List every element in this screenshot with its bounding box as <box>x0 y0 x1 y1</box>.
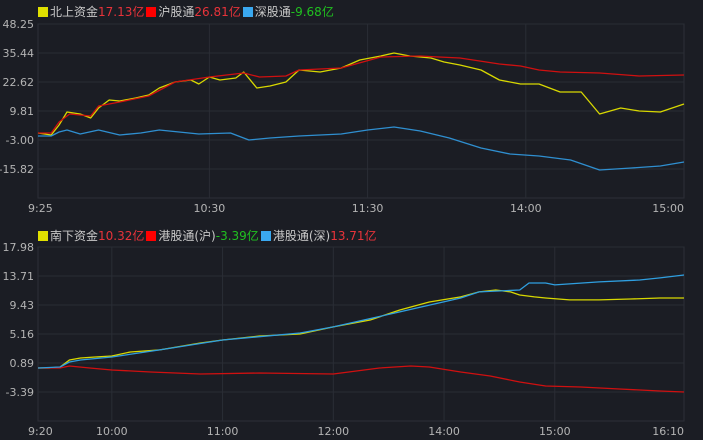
legend-series-name: 沪股通 <box>158 5 195 19</box>
legend-swatch <box>242 6 253 17</box>
legend-series-name: 南下资金 <box>50 229 99 243</box>
legend-swatch <box>260 230 271 241</box>
legend-series-value: 13.71亿 <box>330 229 377 243</box>
series-line <box>38 126 685 171</box>
x-tick-label: 10:00 <box>96 425 128 438</box>
legend-series-name: 深股通 <box>254 5 291 19</box>
y-tick-label: 35.44 <box>3 47 35 60</box>
x-tick-label: 9:20 <box>28 425 53 438</box>
y-tick-label: -3.39 <box>6 386 34 399</box>
legend-swatch <box>38 230 48 241</box>
legend-series-value: -3.39亿 <box>215 229 259 243</box>
y-tick-label: 17.98 <box>3 241 35 254</box>
x-tick-label: 11:30 <box>352 202 384 215</box>
legend-series-value: 17.13亿 <box>98 5 145 19</box>
y-tick-label: 9.43 <box>10 299 35 312</box>
legend-swatch <box>146 6 157 17</box>
y-tick-label: 48.25 <box>3 18 35 31</box>
legend-item: 深股通 -9.68亿 <box>242 3 334 20</box>
legend-item: 南下资金 10.32亿 <box>38 227 144 244</box>
x-tick-label: 16:10 <box>652 425 684 438</box>
x-tick-label: 14:00 <box>428 425 460 438</box>
legend-series-value: 26.81亿 <box>194 5 241 19</box>
x-tick-label: 11:00 <box>207 425 239 438</box>
x-tick-label: 9:25 <box>28 202 53 215</box>
y-tick-label: 9.81 <box>10 105 35 118</box>
series-line <box>38 289 684 369</box>
x-tick-label: 15:00 <box>652 202 684 215</box>
series-line <box>38 365 685 393</box>
legend-series-value: 10.32亿 <box>98 229 145 243</box>
y-tick-label: 5.16 <box>10 328 35 341</box>
series-line <box>37 52 685 136</box>
y-tick-label: 22.62 <box>3 76 35 89</box>
series-line <box>37 274 685 369</box>
x-tick-label: 15:00 <box>539 425 571 438</box>
x-tick-label: 12:00 <box>317 425 349 438</box>
legend-series-name: 港股通(沪) <box>158 229 216 243</box>
y-tick-label: 13.71 <box>3 270 35 283</box>
legend-item: 港股通(深) 13.71亿 <box>260 227 377 244</box>
y-tick-label: 0.89 <box>10 357 35 370</box>
legend-item: 沪股通 26.81亿 <box>146 3 241 20</box>
legend-series-name: 北上资金 <box>50 5 99 19</box>
series-line <box>38 55 685 134</box>
legend-swatch <box>38 6 48 17</box>
legend-series-name: 港股通(深) <box>272 229 331 243</box>
x-tick-label: 14:00 <box>510 202 542 215</box>
x-tick-label: 10:30 <box>194 202 226 215</box>
legend-item: 北上资金 17.13亿 <box>38 3 144 20</box>
legend-northbound: 北上资金 17.13亿 沪股通 26.81亿 深股通 -9.68亿 <box>38 3 336 20</box>
y-tick-label: -15.82 <box>0 163 34 176</box>
legend-southbound: 南下资金 10.32亿 港股通(沪) -3.39亿 港股通(深) 13.71亿 <box>38 227 379 244</box>
legend-swatch <box>146 230 157 241</box>
legend-item: 港股通(沪) -3.39亿 <box>146 227 259 244</box>
legend-series-value: -9.68亿 <box>290 5 334 19</box>
y-tick-label: -3.00 <box>6 134 34 147</box>
